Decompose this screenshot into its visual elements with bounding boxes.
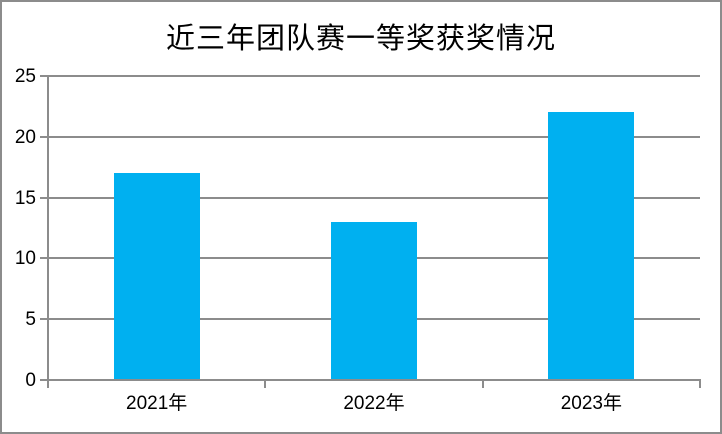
gridline-15 bbox=[48, 196, 700, 199]
x-axis-tick bbox=[47, 380, 49, 388]
y-tick-label: 25 bbox=[14, 66, 36, 87]
bar-2021年 bbox=[113, 173, 200, 379]
x-tick-label: 2023年 bbox=[560, 393, 622, 414]
y-axis-tick bbox=[40, 196, 48, 199]
x-axis-line bbox=[47, 379, 701, 381]
y-axis-tick bbox=[40, 318, 48, 321]
y-tick-label: 0 bbox=[25, 370, 36, 391]
y-axis-tick bbox=[40, 75, 48, 77]
y-tick-label: 10 bbox=[14, 248, 36, 270]
y-tick-label: 5 bbox=[25, 309, 36, 331]
gridline-25 bbox=[48, 75, 700, 77]
bar-2023年 bbox=[548, 112, 635, 379]
y-axis-tick bbox=[40, 257, 48, 260]
x-tick-label: 2022年 bbox=[343, 393, 405, 414]
x-axis-tick bbox=[481, 380, 484, 388]
x-axis-tick bbox=[699, 380, 701, 388]
gridline-20 bbox=[48, 135, 700, 138]
y-tick-label: 20 bbox=[14, 126, 36, 148]
chart-title: 近三年团队赛一等奖获奖情况 bbox=[165, 23, 556, 55]
x-tick-label: 2021年 bbox=[126, 393, 188, 414]
bar-2022年 bbox=[331, 221, 417, 379]
y-axis-tick bbox=[40, 135, 48, 138]
y-axis-line bbox=[47, 76, 49, 380]
x-axis-tick bbox=[264, 380, 267, 388]
y-tick-label: 15 bbox=[14, 187, 36, 209]
y-axis-tick bbox=[40, 379, 48, 381]
